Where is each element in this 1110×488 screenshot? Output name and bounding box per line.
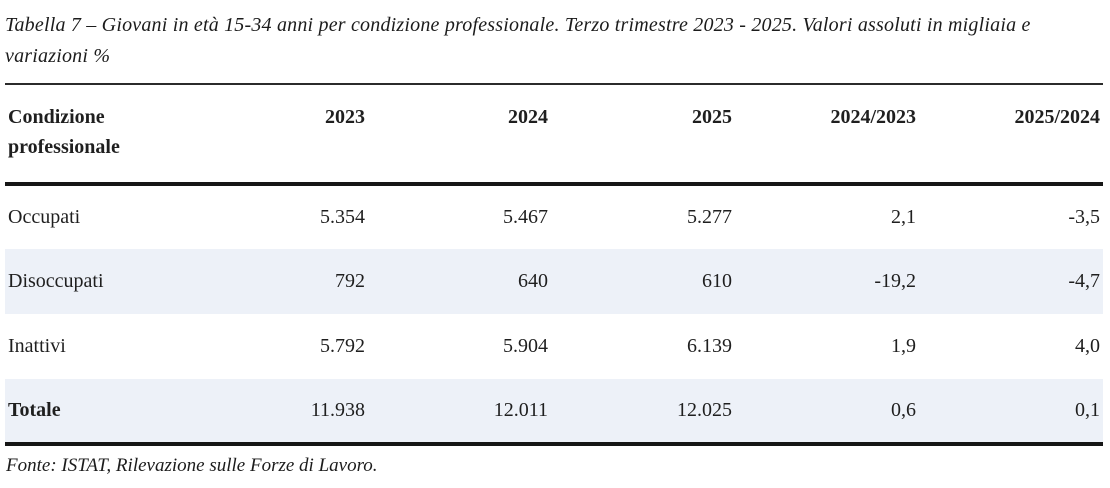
column-header-2023: 2023	[185, 84, 368, 186]
table-header: Condizione professionale 2023 2024 2025 …	[5, 84, 1103, 186]
value-cell: 5.354	[320, 206, 365, 228]
header-row: Condizione professionale 2023 2024 2025 …	[5, 84, 1103, 186]
value-cell: 2,1	[891, 206, 916, 228]
table-row: Totale 11.938 12.011 12.025 0,6 0,1	[5, 379, 1103, 444]
value-cell: 792	[335, 270, 365, 292]
table-row: Disoccupati 792 640 610 -19,2 -4,7	[5, 249, 1103, 314]
value-cell: 5.467	[503, 206, 548, 228]
value-cell: 0,6	[891, 399, 916, 421]
value-cell: 4,0	[1075, 335, 1100, 357]
column-header-2024-2023: 2024/2023	[735, 84, 919, 186]
value-cell: 640	[518, 270, 548, 292]
value-cell: 5.792	[320, 335, 365, 357]
table-body: Occupati 5.354 5.467 5.277 2,1 -3,5 Disoccupat…	[5, 184, 1103, 444]
row-label: Occupati	[8, 206, 81, 228]
source-note: Fonte: ISTAT, Rilevazione sulle Forze di…	[6, 455, 378, 476]
table-caption: Tabella 7 – Giovani in età 15-34 anni pe…	[5, 14, 1031, 67]
value-cell: 5.277	[687, 206, 732, 228]
value-cell: -3,5	[1068, 206, 1100, 228]
row-label: Inattivi	[8, 335, 66, 357]
column-header-2025-2024: 2025/2024	[919, 84, 1103, 186]
value-cell: -4,7	[1068, 270, 1100, 292]
table-row: Inattivi 5.792 5.904 6.139 1,9 4,0	[5, 314, 1103, 379]
row-label: Disoccupati	[8, 270, 104, 292]
statistics-table: Condizione professionale 2023 2024 2025 …	[5, 83, 1103, 446]
value-cell: 5.904	[503, 335, 548, 357]
row-label: Totale	[8, 399, 61, 421]
value-cell: 12.011	[493, 399, 548, 421]
value-cell: 11.938	[310, 399, 365, 421]
value-cell: 0,1	[1075, 399, 1100, 421]
value-cell: 6.139	[687, 335, 732, 357]
value-cell: -19,2	[874, 270, 916, 292]
value-cell: 12.025	[677, 399, 732, 421]
value-cell: 610	[702, 270, 732, 292]
column-header-2025: 2025	[551, 84, 735, 186]
column-header-2024: 2024	[368, 84, 551, 186]
value-cell: 1,9	[891, 335, 916, 357]
table-row: Occupati 5.354 5.467 5.277 2,1 -3,5	[5, 184, 1103, 249]
column-header-condizione: Condizione professionale	[5, 84, 185, 186]
